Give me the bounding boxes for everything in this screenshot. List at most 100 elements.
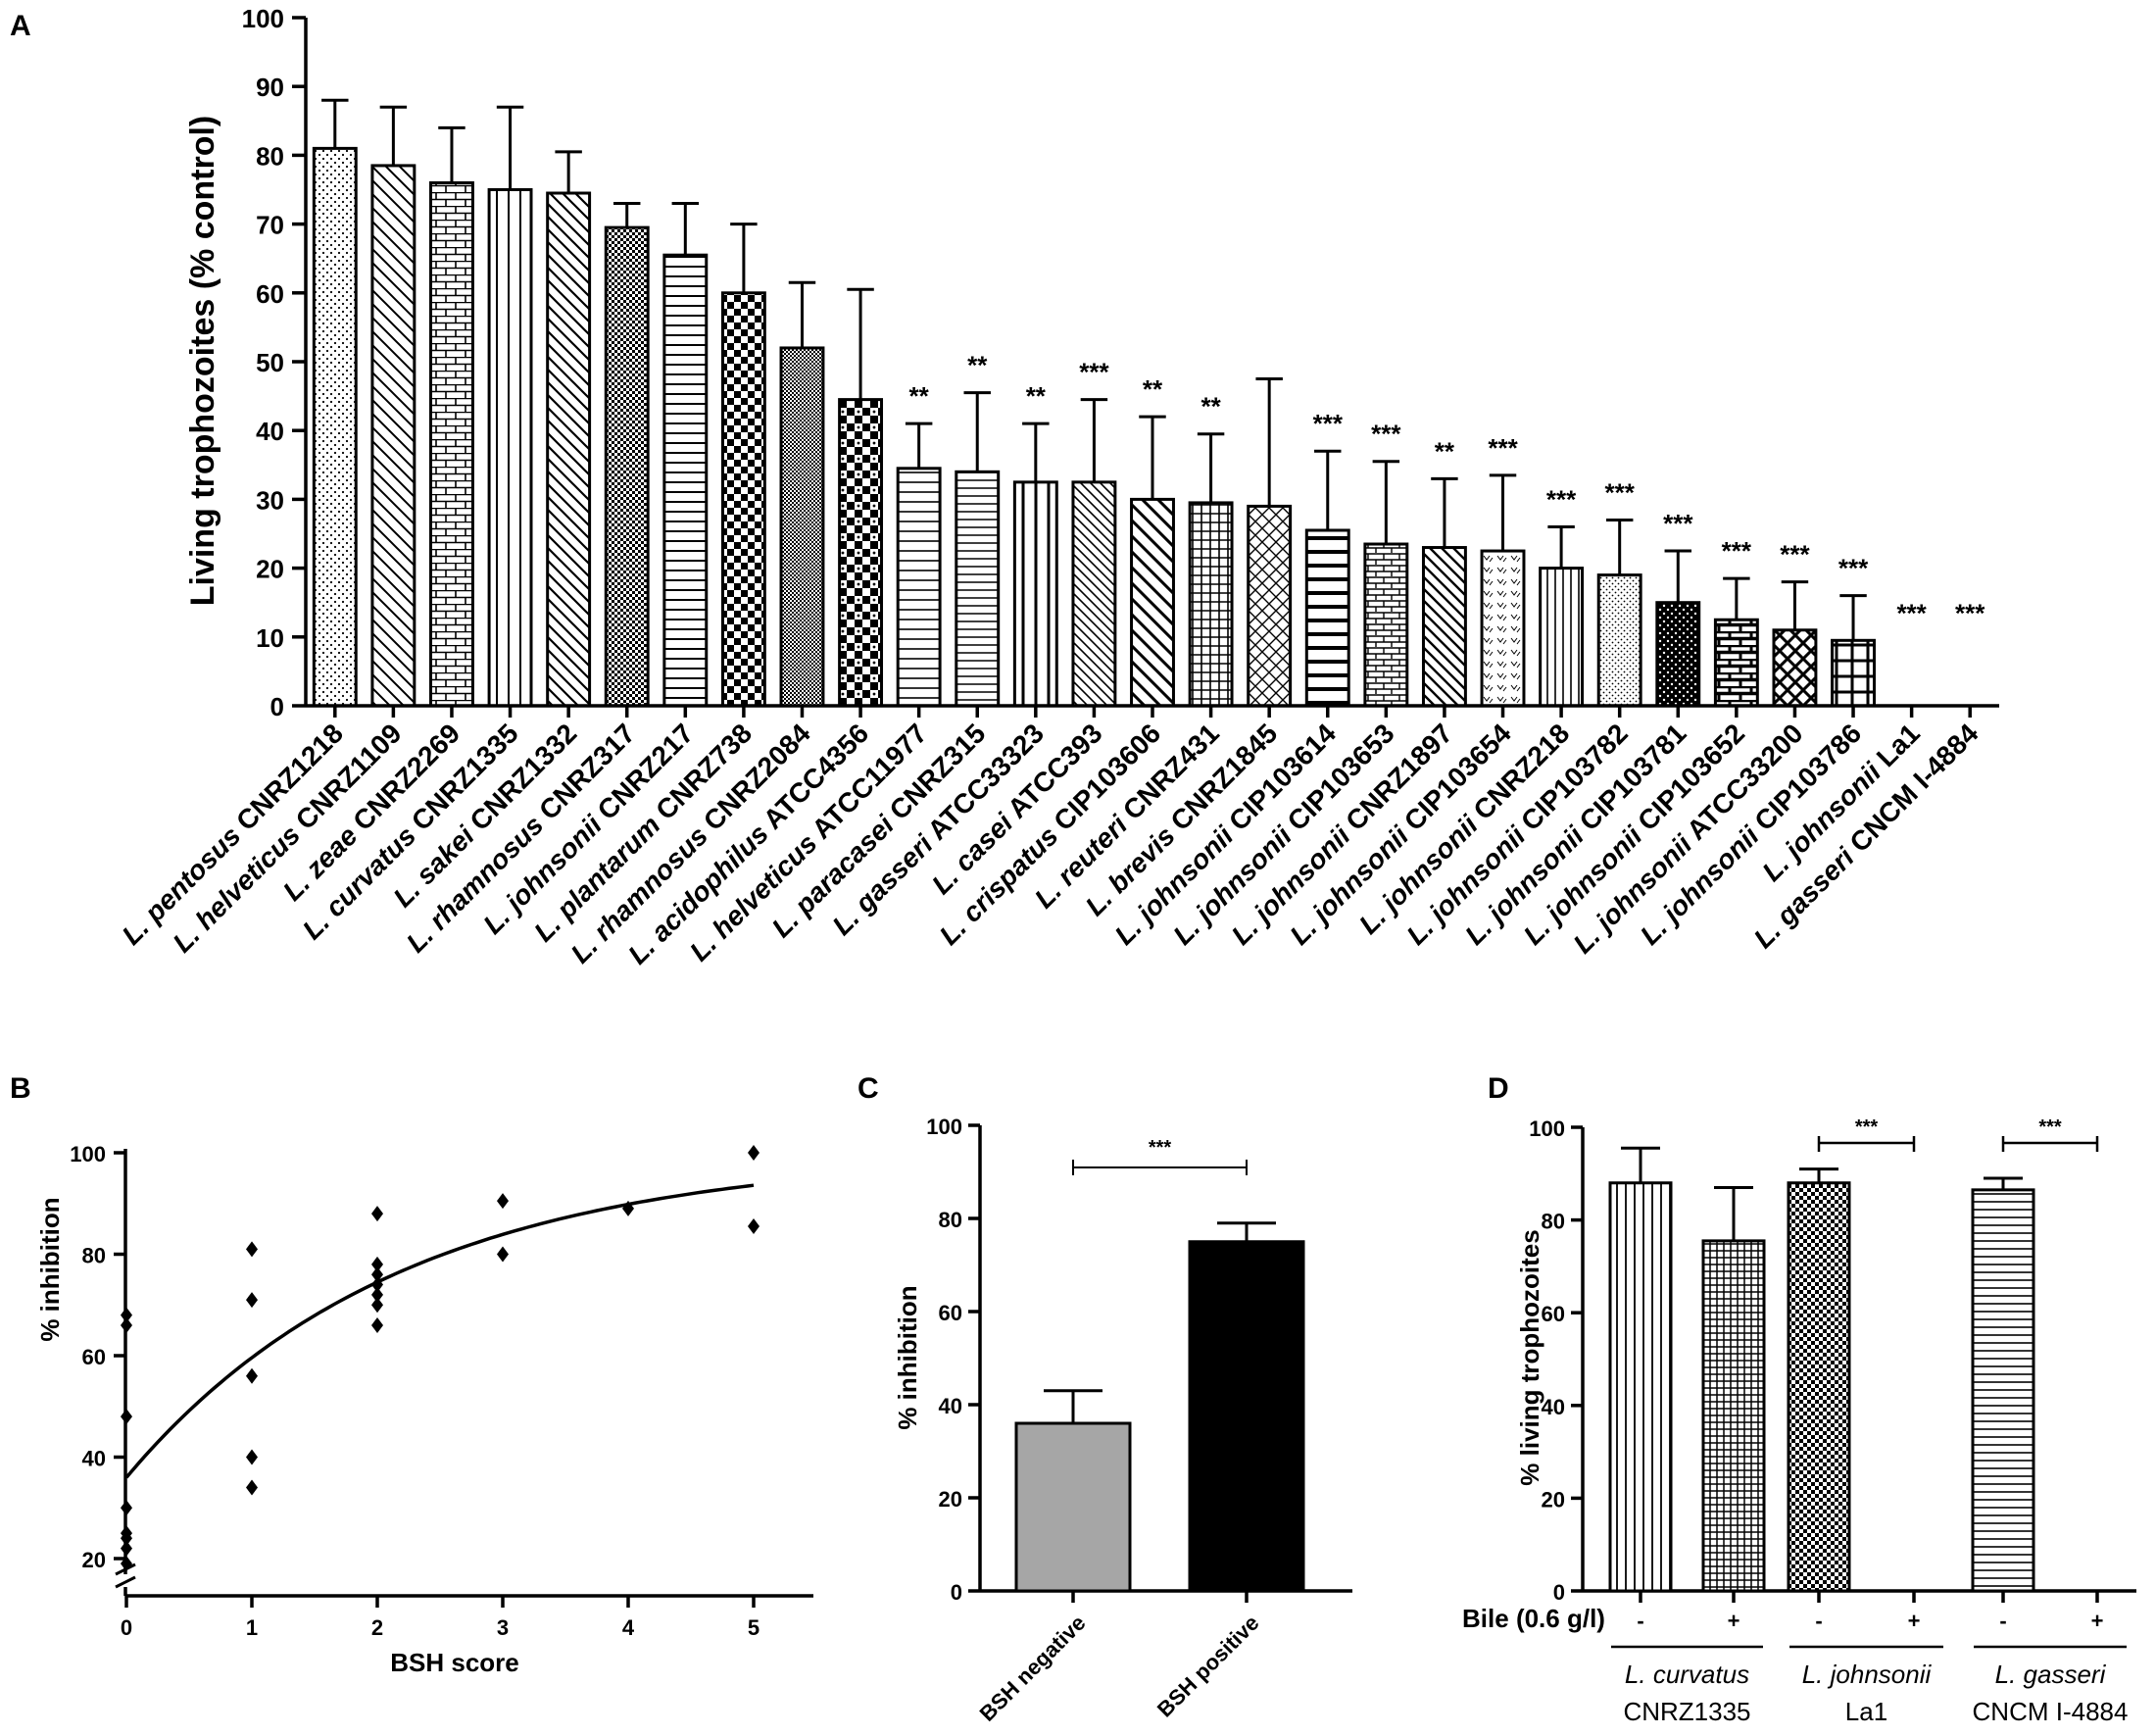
panel-c-bar: [1014, 1421, 1132, 1593]
panel-a-bar: [662, 253, 709, 708]
panel-b-data-point: [121, 1409, 132, 1425]
panel-b-x-tick-label: 4: [622, 1615, 635, 1640]
panel-a-bar: [1421, 546, 1467, 708]
panel-b-x-tick-label: 5: [748, 1615, 760, 1640]
panel-a-bar: [1596, 573, 1642, 708]
panel-a-bar: [487, 188, 533, 708]
panel-b-y-tick-label: 80: [82, 1244, 106, 1268]
panel-a-bar: [1071, 480, 1117, 708]
panel-a-significance-label: ***: [1896, 598, 1927, 627]
panel-letter-c: C: [858, 1072, 879, 1105]
panel-b-x-tick-label: 0: [121, 1615, 132, 1640]
panel-a-significance-label: ***: [1488, 433, 1518, 463]
panel-a-bar: [1130, 497, 1175, 708]
panel-b-data-point: [497, 1193, 509, 1210]
panel-b-data-point: [371, 1316, 383, 1333]
panel-a-bar: [779, 346, 825, 708]
panel-a-y-axis-label: Living trophozoites (% control): [184, 116, 221, 607]
panel-a-y-tick-label: 90: [256, 73, 284, 102]
panel-b-x-tick-label: 1: [246, 1615, 258, 1640]
panel-a-bar: [720, 291, 766, 708]
panel-a-bar: [1539, 567, 1585, 708]
panel-b-y-tick-label: 100: [70, 1142, 106, 1166]
panel-d-bile-marker: +: [1728, 1609, 1740, 1633]
panel-b-data-point: [246, 1241, 258, 1258]
panel-a-y-tick-label: 0: [270, 692, 284, 721]
panel-d-group-species: L. gasseri: [1995, 1660, 2107, 1689]
panel-a-bar: [1188, 501, 1234, 708]
panel-b-data-point: [246, 1479, 258, 1496]
panel-a-significance-label: ***: [1780, 540, 1810, 570]
panel-a-significance-label: ***: [1079, 358, 1109, 387]
panel-c-category-label: BSH negative: [975, 1611, 1091, 1726]
panel-b-data-point: [246, 1367, 258, 1384]
panel-b-data-point: [371, 1206, 383, 1222]
panel-d-bile-marker: -: [1815, 1609, 1822, 1633]
panel-a-significance-label: ***: [1838, 554, 1869, 583]
panel-d-bile-marker: +: [2091, 1609, 2104, 1633]
panel-b-y-tick-label: 60: [82, 1345, 106, 1369]
panel-a-y-tick-label: 100: [242, 4, 284, 33]
panel-b-data-point: [748, 1145, 760, 1161]
panel-a-category-label: L. helveticus CNRZ1109: [167, 718, 407, 958]
panel-a-bar-chart: Living trophozoites (% control) ********…: [116, 4, 1999, 970]
panel-c-category-label: BSH positive: [1152, 1611, 1264, 1722]
panel-a-significance-label: ***: [1955, 598, 1985, 627]
panel-c-significance-label: ***: [1149, 1137, 1172, 1159]
panel-letter-d: D: [1488, 1072, 1509, 1105]
panel-b-data-point: [121, 1307, 132, 1323]
panel-d-y-tick-label: 80: [1542, 1210, 1565, 1234]
panel-a-bar: [1247, 504, 1293, 708]
panel-b-x-tick-label: 2: [371, 1615, 383, 1640]
panel-a-bar: [1363, 542, 1409, 708]
panel-a-significance-label: **: [909, 381, 930, 411]
panel-a-bar: [604, 225, 650, 708]
panel-d-bar: [1787, 1181, 1851, 1593]
panel-b-data-point: [121, 1530, 132, 1547]
panel-d-y-tick-label: 60: [1542, 1302, 1565, 1326]
panel-d-bile-row-label: Bile (0.6 g/l): [1462, 1604, 1605, 1633]
panel-b-data-point: [121, 1316, 132, 1333]
panel-a-y-tick-label: 80: [256, 141, 284, 171]
panel-a-bar: [1772, 628, 1818, 708]
panel-b-data-point: [371, 1256, 383, 1272]
panel-d-group-species: L. curvatus: [1625, 1660, 1749, 1689]
panel-b-data-point: [497, 1246, 509, 1263]
panel-d-bile-marker: -: [1637, 1609, 1643, 1633]
panel-a-bar: [546, 191, 592, 708]
panel-a-significance-label: ***: [1605, 477, 1636, 507]
panel-d-bar: [1608, 1181, 1673, 1593]
panel-a-bar: [1831, 638, 1876, 708]
panel-b-x-tick-label: 3: [497, 1615, 509, 1640]
panel-a-bar: [1713, 618, 1759, 708]
panel-c-bar: [1188, 1240, 1305, 1593]
panel-d-y-tick-label: 40: [1542, 1395, 1565, 1419]
panel-c-y-tick-label: 40: [939, 1394, 962, 1418]
panel-a-bar: [1304, 528, 1350, 708]
panel-a-bar: [1012, 480, 1058, 708]
panel-a-significance-label: **: [1026, 381, 1047, 411]
panel-d-bar: [1971, 1188, 2035, 1593]
panel-a-significance-label: ***: [1722, 536, 1752, 566]
panel-a-significance-label: ***: [1546, 484, 1577, 514]
panel-c-bar-chart: % inhibition 0 20 40 60 80 100 *** BSH negati…: [893, 1115, 1352, 1726]
panel-b-data-point: [371, 1297, 383, 1314]
panel-d-bile-marker: -: [1999, 1609, 2006, 1633]
panel-b-x-axis-label: BSH score: [390, 1648, 519, 1677]
panel-b-y-tick-label: 20: [82, 1548, 106, 1572]
panel-a-bar: [1655, 601, 1701, 708]
panel-b-y-tick-label: 40: [82, 1447, 106, 1471]
panel-b-y-axis-label: % inhibition: [35, 1197, 65, 1341]
panel-a-bar: [896, 467, 942, 708]
panel-a-significance-label: ***: [1371, 420, 1401, 449]
panel-d-bile-marker: +: [1908, 1609, 1921, 1633]
panel-b-scatter-chart: % inhibition BSH score 20 40 60 80 100 0 1 2 3 4 5: [35, 1142, 813, 1677]
panel-a-y-tick-label: 20: [256, 555, 284, 584]
panel-d-group-species: L. johnsonii: [1802, 1660, 1933, 1689]
panel-c-y-tick-label: 0: [951, 1580, 962, 1605]
panel-b-data-point: [121, 1500, 132, 1516]
panel-b-data-point: [246, 1449, 258, 1465]
panel-a-significance-label: **: [1143, 374, 1163, 404]
panel-a-bar: [1480, 549, 1526, 708]
